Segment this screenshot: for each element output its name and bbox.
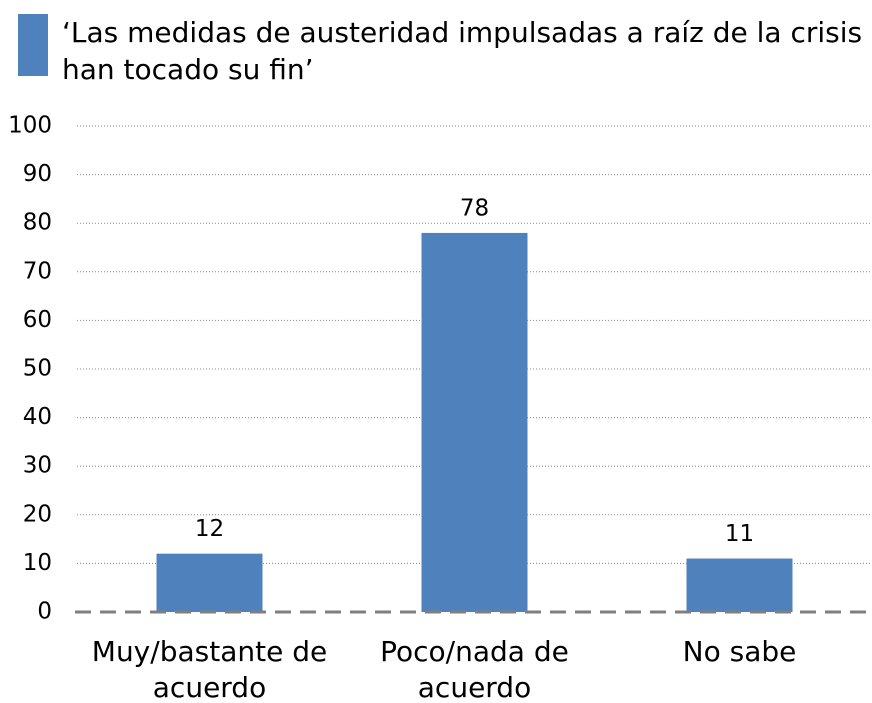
bar xyxy=(421,232,528,613)
y-tick-label: 60 xyxy=(23,307,52,333)
y-tick-label: 70 xyxy=(23,258,52,284)
y-tick-label: 90 xyxy=(23,161,52,187)
y-tick-label: 80 xyxy=(23,210,52,236)
y-tick-label: 0 xyxy=(37,599,52,625)
x-tick-label: Muy/bastante de acuerdo xyxy=(91,635,328,703)
y-tick-label: 20 xyxy=(23,501,52,527)
y-tick-label: 100 xyxy=(8,113,52,139)
data-label: 11 xyxy=(725,521,754,547)
legend-swatch xyxy=(18,14,48,76)
legend-label: ‘Las medidas de austeridad impulsadas a … xyxy=(62,16,863,86)
bar xyxy=(686,558,793,612)
x-tick-label: No sabe xyxy=(682,635,797,668)
y-tick-label: 40 xyxy=(23,404,52,430)
x-tick-label: Poco/nada de acuerdo xyxy=(380,635,569,703)
bar xyxy=(156,553,263,612)
y-tick-label: 10 xyxy=(23,550,52,576)
y-tick-label: 50 xyxy=(23,356,52,382)
data-label: 78 xyxy=(460,195,489,221)
data-label: 12 xyxy=(195,516,224,542)
y-tick-label: 30 xyxy=(23,453,52,479)
